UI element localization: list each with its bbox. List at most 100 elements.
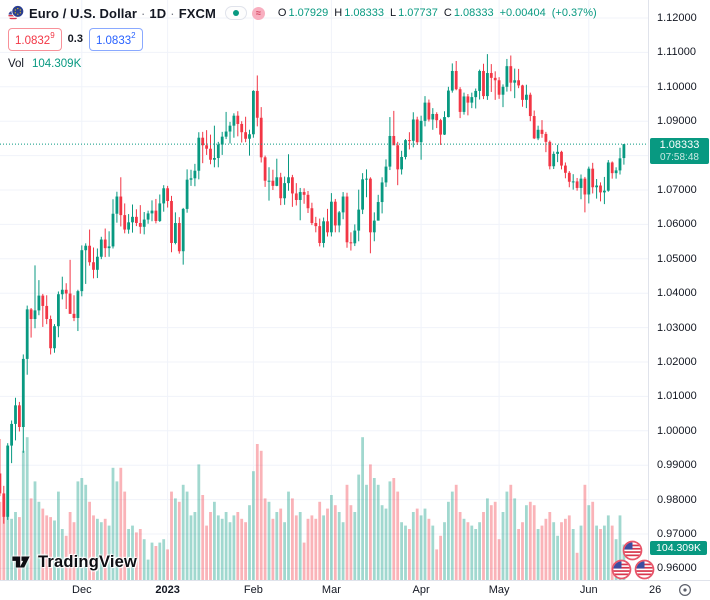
candle bbox=[240, 121, 244, 143]
volume-bar bbox=[154, 546, 158, 580]
time-axis[interactable]: Dec 2023 Feb Mar Apr May Jun 26 bbox=[0, 580, 710, 600]
volume-bar bbox=[505, 491, 509, 580]
volume-bar bbox=[267, 501, 271, 580]
volume-bar bbox=[556, 535, 559, 580]
volume-bar bbox=[255, 444, 259, 580]
candle bbox=[357, 189, 361, 242]
volume-bar bbox=[197, 464, 201, 580]
volume-bar bbox=[579, 525, 583, 580]
candle bbox=[450, 63, 454, 93]
candle bbox=[6, 443, 10, 520]
candle bbox=[314, 216, 318, 233]
current-price-value: 1.08333 bbox=[659, 139, 700, 152]
candle bbox=[306, 191, 310, 214]
price-axis[interactable]: 1.08333 07:58:48 104.309K 1.12000 1.11000… bbox=[648, 0, 710, 580]
us-flag-event-icon[interactable] bbox=[622, 540, 643, 561]
time-axis-tick: Mar bbox=[321, 584, 341, 596]
volume-bar bbox=[158, 542, 162, 580]
candle bbox=[236, 111, 240, 137]
volume-bar bbox=[610, 525, 614, 580]
candle bbox=[571, 174, 575, 190]
volume-bar bbox=[591, 501, 595, 580]
candle bbox=[349, 232, 353, 251]
volume-bar bbox=[201, 495, 205, 580]
volume-bar bbox=[392, 478, 396, 580]
volume-bar bbox=[497, 539, 501, 580]
candle bbox=[560, 150, 563, 170]
candle bbox=[376, 194, 380, 221]
volume-bar bbox=[404, 525, 407, 580]
volume-bar bbox=[232, 515, 236, 580]
volume-bar bbox=[380, 505, 384, 580]
chart-pane[interactable] bbox=[0, 0, 648, 580]
candle bbox=[57, 291, 60, 338]
price-axis-tick: 1.01000 bbox=[657, 390, 697, 403]
volume-bar bbox=[318, 501, 322, 580]
us-flag-event-icon[interactable] bbox=[611, 559, 632, 580]
volume-bar bbox=[33, 481, 37, 580]
candle bbox=[341, 192, 345, 220]
candle bbox=[411, 112, 415, 148]
candle bbox=[392, 110, 396, 146]
candle bbox=[259, 107, 263, 163]
delayed-data-icon[interactable]: ≈ bbox=[251, 6, 265, 20]
volume-bar bbox=[587, 505, 591, 580]
time-axis-tick: Feb bbox=[243, 584, 263, 596]
volume-bar bbox=[14, 512, 17, 580]
volume-bar bbox=[150, 542, 154, 580]
candle bbox=[18, 401, 21, 432]
volume-bar bbox=[544, 518, 548, 580]
candle bbox=[21, 354, 25, 453]
volume-bar bbox=[482, 512, 485, 580]
candle bbox=[123, 203, 127, 234]
candle bbox=[435, 112, 439, 129]
volume-bar bbox=[388, 481, 392, 580]
candle bbox=[294, 183, 298, 206]
time-axis-tick: 2023 bbox=[155, 584, 180, 596]
candle bbox=[220, 131, 224, 155]
scale-settings-icon[interactable] bbox=[677, 582, 693, 598]
candle bbox=[181, 207, 185, 265]
candle bbox=[197, 132, 201, 180]
buy-ask-button[interactable]: 1.08332 bbox=[88, 28, 143, 51]
candle bbox=[107, 231, 111, 257]
volume-bar bbox=[618, 515, 622, 580]
volume-bar bbox=[259, 450, 263, 580]
tradingview-logo-text: TradingView bbox=[38, 552, 138, 571]
candle bbox=[53, 324, 56, 353]
volume-bar bbox=[115, 481, 119, 580]
market-status-icon[interactable] bbox=[224, 6, 247, 20]
volume-bar bbox=[575, 552, 579, 580]
candle bbox=[146, 210, 150, 224]
candle bbox=[326, 208, 329, 237]
tradingview-logo[interactable]: TradingView bbox=[10, 551, 137, 573]
volume-bar bbox=[353, 512, 357, 580]
volume-bar bbox=[127, 529, 130, 580]
volume-bar bbox=[431, 525, 435, 580]
sell-bid-button[interactable]: 1.08329 bbox=[8, 28, 62, 51]
us-flag-event-icon[interactable] bbox=[634, 559, 655, 580]
candle bbox=[462, 92, 466, 115]
volume-bar bbox=[209, 512, 212, 580]
candle bbox=[232, 113, 236, 138]
candle bbox=[142, 212, 146, 235]
volume-bar bbox=[486, 498, 489, 580]
candle bbox=[497, 77, 501, 99]
volume-bar bbox=[68, 512, 72, 580]
candle bbox=[174, 212, 177, 245]
symbol-name: Euro / U.S. Dollar bbox=[29, 5, 137, 21]
candle bbox=[470, 92, 474, 109]
volume-bar bbox=[248, 505, 251, 580]
volume-bar bbox=[525, 505, 528, 580]
candle bbox=[96, 248, 99, 279]
candle bbox=[150, 200, 154, 222]
candle bbox=[84, 243, 88, 284]
volume-bar bbox=[252, 471, 255, 580]
candle bbox=[205, 130, 208, 155]
symbol-button[interactable]: Euro / U.S. Dollar · 1D · FXCM bbox=[29, 6, 216, 21]
volume-bar bbox=[603, 525, 606, 580]
volume-bar bbox=[361, 437, 364, 580]
volume-bar bbox=[583, 484, 587, 580]
volume-bar bbox=[571, 529, 575, 580]
candle bbox=[310, 202, 314, 226]
